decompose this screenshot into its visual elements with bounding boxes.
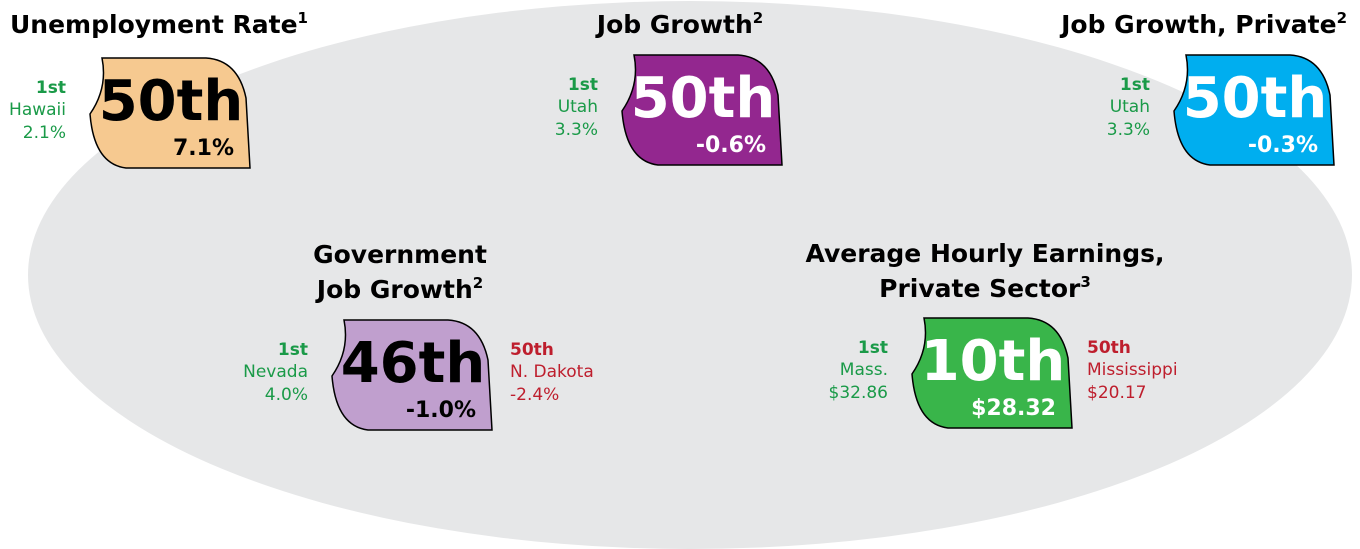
title-text: Job Growth (595, 10, 753, 39)
first-name: Utah (558, 97, 598, 117)
title-text: Average Hourly Earnings, (806, 239, 1165, 268)
panel-title: Private Sector3 (879, 273, 1091, 303)
rank: 46th (341, 331, 486, 396)
rank: 50th (99, 69, 244, 134)
first-name: Utah (1110, 97, 1150, 117)
first-rank: 1st (858, 338, 888, 358)
panel: Average Hourly Earnings, Private Sector3 1… (806, 239, 1178, 429)
value: -0.6% (696, 133, 766, 158)
badge (621, 54, 783, 166)
title-text: Job Growth, Private (1059, 10, 1336, 39)
first-rank: 1st (1120, 75, 1150, 95)
panel-title: Job Growth, Private2 (1059, 9, 1347, 39)
footnote-mark: 1 (298, 9, 308, 27)
footnote-mark: 2 (473, 274, 483, 292)
last-value: -2.4% (510, 385, 559, 405)
value: $28.32 (971, 396, 1056, 421)
first-value: 4.0% (265, 385, 308, 405)
rank: 10th (921, 329, 1066, 394)
panel-title: Average Hourly Earnings, (806, 239, 1165, 268)
first-name: Mass. (840, 360, 888, 380)
panel-title: Government (313, 240, 487, 269)
first-value: 3.3% (1107, 120, 1150, 140)
value: 7.1% (173, 136, 234, 161)
badge (89, 57, 251, 169)
footnote-mark: 2 (1337, 9, 1347, 27)
first-value: 3.3% (555, 120, 598, 140)
first-name: Hawaii (9, 100, 66, 120)
last-value: $20.17 (1087, 383, 1146, 403)
last-name: N. Dakota (510, 362, 594, 382)
value: -1.0% (406, 398, 476, 423)
title-text: Government (313, 240, 487, 269)
title-text: Unemployment Rate (10, 10, 298, 39)
rank: 50th (1183, 66, 1328, 131)
panel-title: Unemployment Rate1 (10, 9, 308, 39)
footnote-mark: 3 (1080, 273, 1090, 291)
badge (1173, 54, 1335, 166)
first-rank: 1st (36, 78, 66, 98)
last-rank: 50th (1087, 338, 1131, 358)
panel-title: Job Growth2 (595, 9, 763, 39)
value: -0.3% (1248, 133, 1318, 158)
badge (331, 319, 493, 431)
rank: 50th (631, 66, 776, 131)
footnote-mark: 2 (753, 9, 763, 27)
first-rank: 1st (278, 340, 308, 360)
first-rank: 1st (568, 75, 598, 95)
last-rank: 50th (510, 340, 554, 360)
last-name: Mississippi (1087, 360, 1178, 380)
badge (911, 317, 1073, 429)
first-value: $32.86 (829, 383, 888, 403)
first-name: Nevada (243, 362, 308, 382)
first-value: 2.1% (23, 123, 66, 143)
title-text: Private Sector (879, 274, 1081, 303)
panel-title: Job Growth2 (315, 274, 483, 304)
title-text: Job Growth (315, 275, 473, 304)
